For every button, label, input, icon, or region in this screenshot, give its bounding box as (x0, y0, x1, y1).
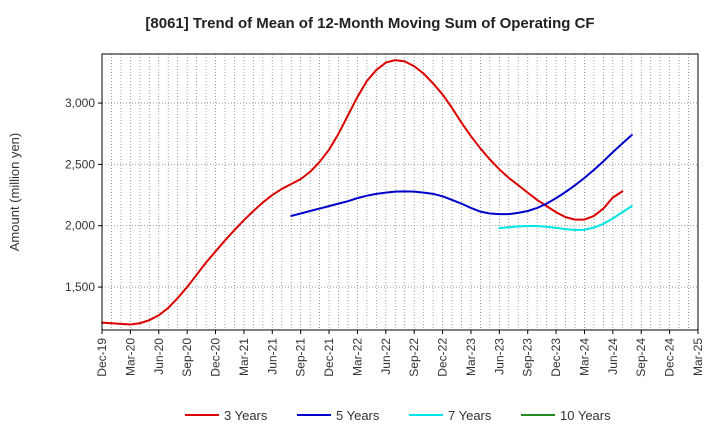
x-tick-label: Sep-23 (521, 338, 535, 377)
legend-label: 10 Years (560, 408, 611, 423)
x-tick-label: Dec-19 (95, 338, 109, 377)
x-tick-label: Mar-20 (123, 338, 137, 376)
y-tick-label: 1,500 (65, 280, 95, 294)
x-tick-label: Dec-20 (209, 338, 223, 377)
x-tick-label: Jun-21 (265, 338, 279, 375)
x-tick-label: Jun-24 (606, 338, 620, 375)
series-layer (101, 59, 633, 326)
x-axis-ticks: Dec-19 Mar-20 Jun-20 Sep-20 Dec-20 Mar-21 Jun-… (95, 330, 705, 377)
x-tick-label: Mar-23 (464, 338, 478, 376)
y-tick-label: 2,500 (65, 157, 95, 171)
x-tick-label: Jun-22 (379, 338, 393, 375)
series-line-3-years (101, 59, 624, 326)
x-tick-label: Sep-21 (294, 338, 308, 377)
y-tick-label: 3,000 (65, 96, 95, 110)
x-tick-label: Sep-24 (634, 338, 648, 377)
legend-label: 3 Years (224, 408, 268, 423)
x-tick-label: Sep-20 (180, 338, 194, 377)
x-tick-label: Dec-21 (322, 338, 336, 377)
legend-label: 7 Years (448, 408, 492, 423)
x-tick-label: Dec-22 (436, 338, 450, 377)
series-line-5-years (290, 133, 633, 217)
y-axis-ticks: 1,500 2,000 2,500 3,000 (65, 96, 102, 294)
series-line-7-years (498, 205, 633, 232)
x-tick-label: Mar-22 (350, 338, 364, 376)
y-axis-title: Amount (million yen) (7, 133, 22, 252)
plot-border (101, 53, 699, 331)
legend: 3 Years 5 Years 7 Years 10 Years (185, 408, 611, 423)
x-tick-label: Jun-20 (152, 338, 166, 375)
x-tick-label: Jun-23 (492, 338, 506, 375)
x-tick-label: Mar-24 (577, 338, 591, 376)
legend-label: 5 Years (336, 408, 380, 423)
x-tick-label: Dec-24 (663, 338, 677, 377)
x-tick-label: Mar-21 (237, 338, 251, 376)
y-tick-label: 2,000 (65, 219, 95, 233)
x-tick-label: Sep-22 (407, 338, 421, 377)
x-tick-label: Mar-25 (691, 338, 705, 376)
chart-title: [8061] Trend of Mean of 12-Month Moving … (145, 15, 594, 32)
x-tick-label: Dec-23 (549, 338, 563, 377)
